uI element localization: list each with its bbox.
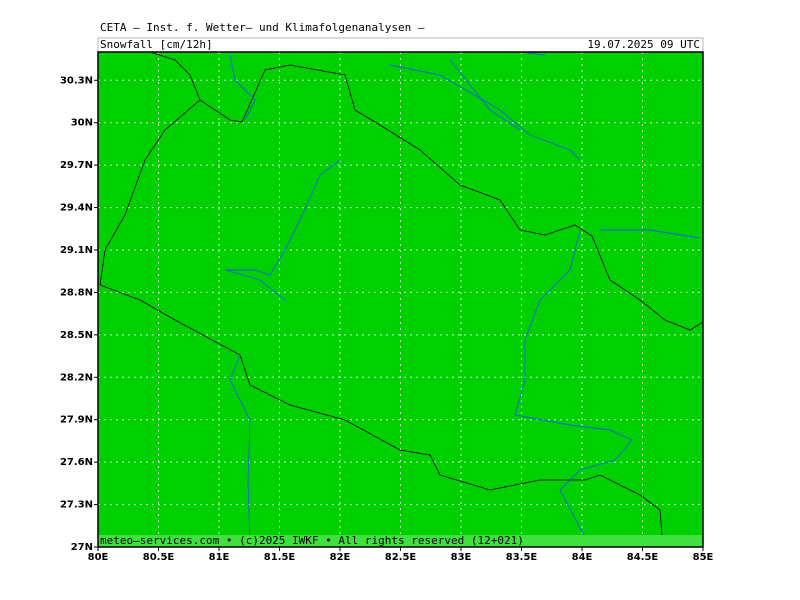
lat-label: 30.3N xyxy=(60,75,93,86)
lat-label: 27.6N xyxy=(60,457,93,468)
lat-label: 29.1N xyxy=(60,245,93,256)
lon-label: 81.5E xyxy=(264,552,296,563)
footer-bar xyxy=(98,535,703,547)
lon-label: 80E xyxy=(88,552,109,563)
lat-label: 30N xyxy=(71,118,93,129)
lon-label: 85E xyxy=(693,552,714,563)
lat-label: 29.4N xyxy=(60,203,93,214)
river xyxy=(389,64,581,161)
lon-label: 82.5E xyxy=(385,552,417,563)
lon-label: 83.5E xyxy=(506,552,538,563)
lon-label: 81E xyxy=(209,552,230,563)
lat-label: 27.9N xyxy=(60,415,93,426)
lat-label: 28.5N xyxy=(60,330,93,341)
lat-label: 27.3N xyxy=(60,500,93,511)
river xyxy=(229,354,251,548)
river xyxy=(449,59,521,131)
lon-label: 84E xyxy=(572,552,593,563)
lat-label: 29.7N xyxy=(60,160,93,171)
river xyxy=(600,229,701,239)
border xyxy=(149,51,201,101)
border xyxy=(99,64,704,331)
border xyxy=(99,284,664,548)
lon-label: 80.5E xyxy=(143,552,175,563)
date: 19.07.2025 09 UTC xyxy=(587,38,700,51)
header-title: CETA — Inst. f. Wetter— und Klimafolgena… xyxy=(100,21,425,34)
rivers xyxy=(224,51,701,548)
lon-label: 84.5E xyxy=(627,552,659,563)
lon-label: 82E xyxy=(330,552,351,563)
lat-label: 28.2N xyxy=(60,372,93,383)
lat-label: 28.8N xyxy=(60,287,93,298)
lon-label: 83E xyxy=(451,552,472,563)
borders xyxy=(99,51,704,548)
river xyxy=(229,54,256,121)
footer: meteo—services.com • (c)2025 IWKF • All … xyxy=(100,534,524,547)
river xyxy=(224,159,341,301)
lat-label: 27N xyxy=(71,542,93,553)
subtitle: Snowfall [cm/12h] xyxy=(100,38,213,51)
river xyxy=(514,229,633,548)
